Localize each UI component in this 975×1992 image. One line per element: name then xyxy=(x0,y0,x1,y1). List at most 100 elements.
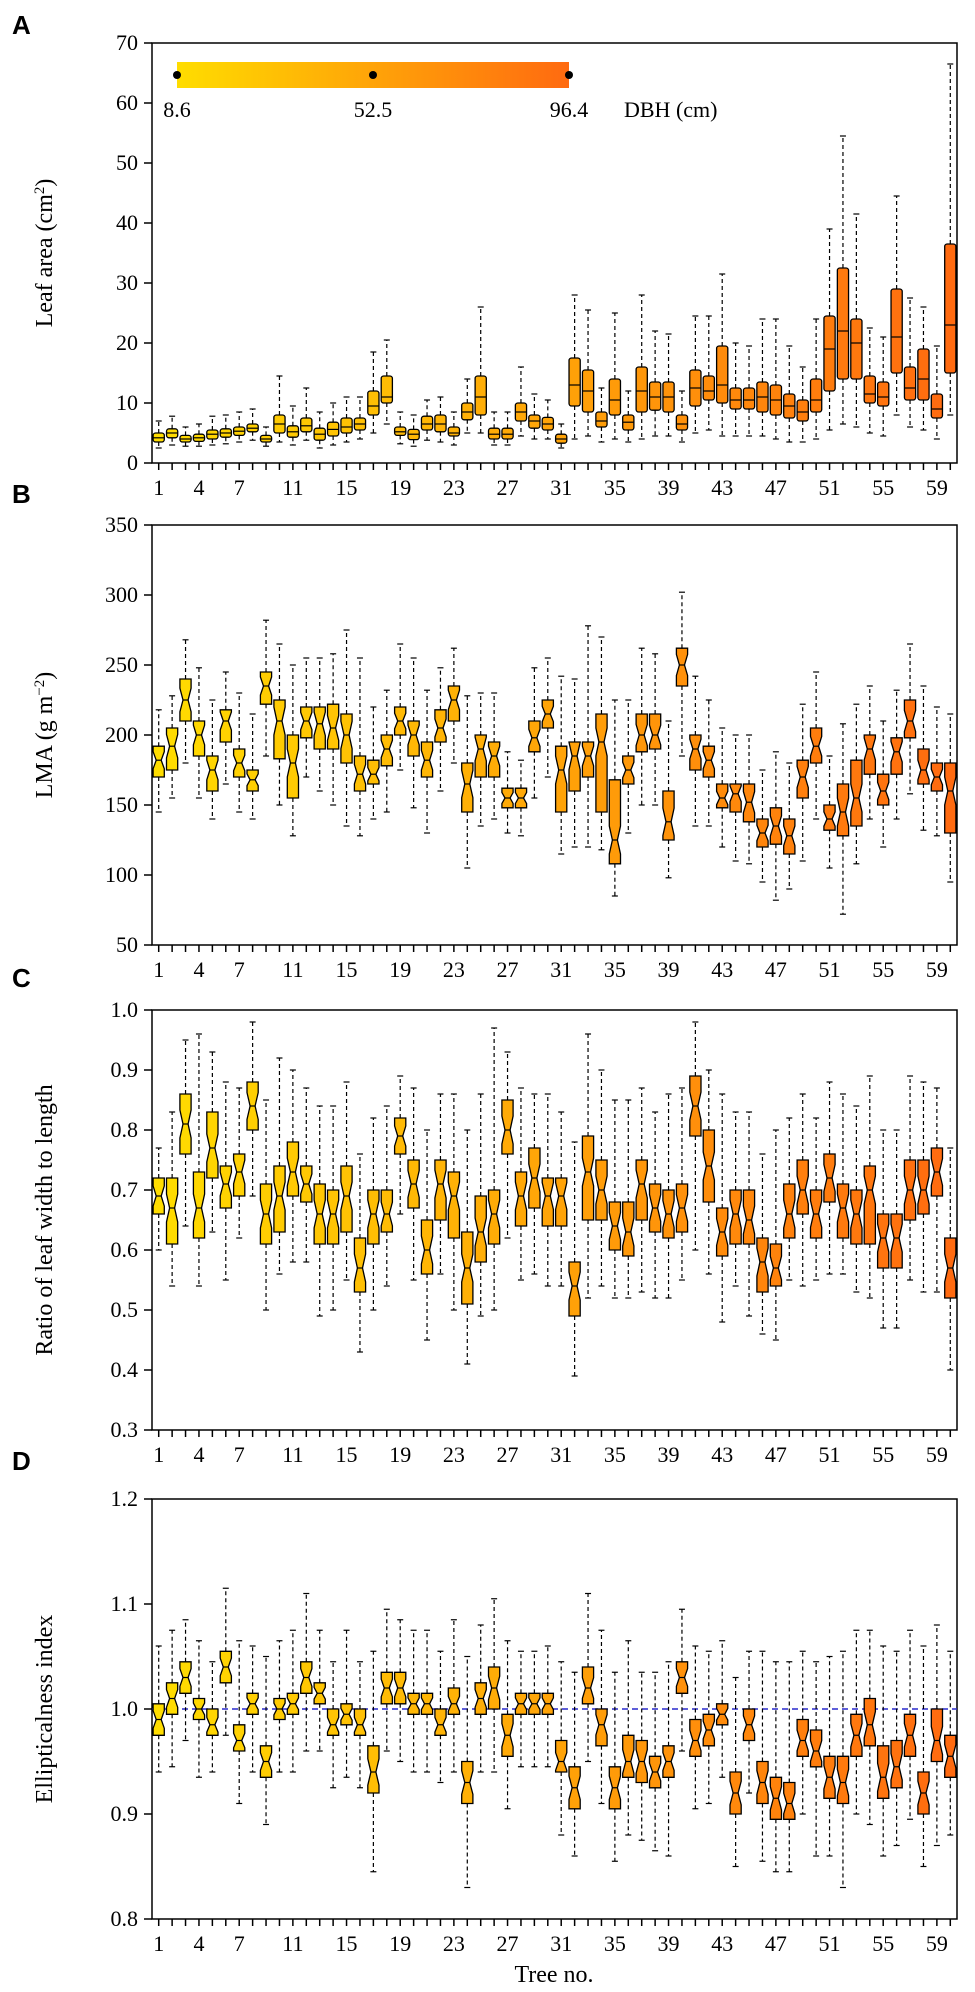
box-tree-19 xyxy=(393,1619,407,1763)
box-body xyxy=(206,1708,219,1736)
box-tree-41 xyxy=(689,1645,702,1810)
box-body xyxy=(581,741,595,778)
box-tree-21 xyxy=(420,1629,434,1773)
box-body xyxy=(554,745,568,813)
box-tree-50 xyxy=(809,1117,823,1281)
box-body xyxy=(434,1159,447,1221)
box-tree-52 xyxy=(836,723,850,915)
box-body xyxy=(192,1171,206,1239)
box-tree-45 xyxy=(742,1650,756,1794)
box-body xyxy=(836,783,850,837)
box-body xyxy=(474,375,487,416)
box-body xyxy=(635,366,648,413)
box-tree-18 xyxy=(380,339,394,425)
box-body xyxy=(568,741,581,792)
panel-c-frame xyxy=(151,1009,958,1431)
x-tick-label: 55 xyxy=(872,1931,894,1956)
x-tick-label: 4 xyxy=(193,475,204,500)
box-tree-22 xyxy=(434,1093,447,1275)
box-tree-2 xyxy=(165,415,179,446)
box-tree-30 xyxy=(541,399,555,440)
box-body xyxy=(796,759,809,799)
box-tree-6 xyxy=(219,671,233,785)
box-tree-21 xyxy=(420,399,434,441)
box-body xyxy=(850,1189,863,1245)
x-tick-label: 39 xyxy=(658,475,680,500)
box-tree-54 xyxy=(863,327,877,434)
panel-letter-d: D xyxy=(12,1446,31,1476)
x-tick-label: 43 xyxy=(711,475,733,500)
panel-a-y-axis-label: Leaf area (cm2) xyxy=(32,179,58,328)
box-tree-41 xyxy=(689,1021,702,1251)
x-tick-label: 47 xyxy=(765,475,787,500)
box-tree-46 xyxy=(756,769,769,883)
box-body xyxy=(541,1177,555,1227)
box-body xyxy=(702,745,716,778)
box-tree-40 xyxy=(675,1608,689,1752)
x-tick-label: 51 xyxy=(819,475,841,500)
box-tree-50 xyxy=(809,318,823,440)
box-tree-7 xyxy=(232,1640,246,1805)
box-tree-23 xyxy=(447,1619,461,1773)
box-tree-59 xyxy=(930,1624,944,1847)
box-tree-41 xyxy=(689,315,702,434)
panel-letter-b: B xyxy=(12,479,31,509)
box-tree-50 xyxy=(809,671,823,820)
box-tree-10 xyxy=(273,1640,286,1773)
box-tree-19 xyxy=(393,643,407,771)
box-tree-49 xyxy=(796,1650,809,1815)
box-tree-32 xyxy=(568,1141,581,1377)
box-tree-38 xyxy=(648,330,662,437)
box-body xyxy=(367,759,380,785)
box-tree-26 xyxy=(487,692,501,820)
box-tree-56 xyxy=(890,689,903,820)
box-tree-49 xyxy=(796,366,809,443)
x-tick-label: 15 xyxy=(336,475,358,500)
box-body xyxy=(675,414,689,431)
x-tick-label: 1 xyxy=(153,957,164,982)
box-tree-56 xyxy=(890,1650,903,1847)
x-tick-label: 47 xyxy=(765,1931,787,1956)
box-body xyxy=(863,1165,877,1245)
box-body xyxy=(756,1237,769,1293)
box-tree-50 xyxy=(809,1661,823,1857)
box-body xyxy=(769,1243,783,1287)
panel-letter-c: C xyxy=(12,963,31,993)
box-tree-33 xyxy=(581,1592,595,1763)
box-tree-34 xyxy=(595,387,608,443)
box-tree-48 xyxy=(783,345,796,443)
box-body xyxy=(903,699,917,739)
y-tick-label: 300 xyxy=(105,582,138,607)
box-body xyxy=(300,417,313,433)
y-tick-label: 0.7 xyxy=(111,1177,139,1202)
panel-b-frame xyxy=(151,524,958,946)
box-body xyxy=(246,769,259,792)
x-tick-label: 43 xyxy=(711,1931,733,1956)
x-tick-label: 47 xyxy=(765,957,787,982)
panel-a-frame xyxy=(151,42,958,464)
box-tree-29 xyxy=(528,393,541,440)
box-tree-7 xyxy=(232,1087,246,1239)
box-tree-2 xyxy=(165,1111,179,1287)
y-tick-label: 20 xyxy=(116,330,138,355)
box-tree-53 xyxy=(850,1629,863,1815)
box-body xyxy=(648,713,662,750)
box-body xyxy=(796,1159,809,1215)
box-tree-54 xyxy=(863,1075,877,1299)
box-tree-27 xyxy=(501,1640,514,1810)
box-tree-12 xyxy=(300,1592,313,1752)
box-tree-11 xyxy=(286,405,300,446)
y-tick-label: 250 xyxy=(105,652,138,677)
box-tree-23 xyxy=(447,411,461,446)
color-bar-title: DBH (cm) xyxy=(624,97,717,122)
panel-b-y-axis-label: LMA (g m−2) xyxy=(32,672,58,799)
box-tree-17 xyxy=(367,706,380,820)
box-body xyxy=(715,345,729,404)
box-tree-12 xyxy=(300,657,313,778)
box-tree-13 xyxy=(313,657,326,792)
box-body xyxy=(595,411,608,428)
box-tree-39 xyxy=(662,333,675,437)
x-tick-label: 39 xyxy=(658,1931,680,1956)
x-tick-label: 27 xyxy=(497,957,519,982)
y-tick-label: 0.3 xyxy=(111,1417,139,1442)
